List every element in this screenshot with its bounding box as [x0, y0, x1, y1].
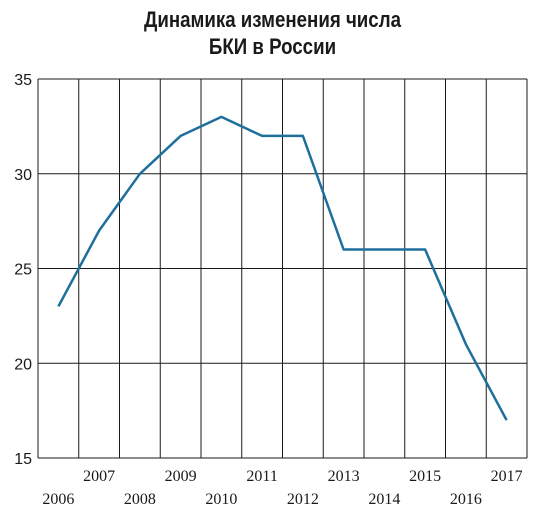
x-tick-label-2013: 2013	[328, 468, 360, 485]
x-tick-label-2007: 2007	[83, 468, 115, 485]
y-tick-label-25: 25	[14, 262, 32, 279]
x-tick-label-2008: 2008	[124, 491, 156, 508]
x-tick-label-2006: 2006	[42, 491, 74, 508]
x-tick-label-2012: 2012	[287, 491, 319, 508]
x-tick-label-2009: 2009	[165, 468, 197, 485]
x-tick-label-2014: 2014	[368, 491, 400, 508]
x-tick-label-2016: 2016	[450, 491, 482, 508]
y-tick-label-30: 30	[14, 167, 32, 184]
x-tick-label-2010: 2010	[205, 491, 237, 508]
chart-title-line-2: БКИ в России	[208, 34, 337, 59]
chart-title-line-1: Динамика изменения числа	[144, 7, 401, 32]
x-tick-label-2011: 2011	[246, 468, 277, 485]
x-tick-label-2017: 2017	[491, 468, 523, 485]
y-tick-label-20: 20	[14, 356, 32, 373]
series-line	[57, 115, 508, 421]
chart-title: Динамика изменения числа БКИ в России	[41, 6, 504, 60]
y-tick-label-35: 35	[14, 72, 32, 89]
y-tick-label-15: 15	[14, 451, 32, 468]
x-tick-label-2015: 2015	[409, 468, 441, 485]
